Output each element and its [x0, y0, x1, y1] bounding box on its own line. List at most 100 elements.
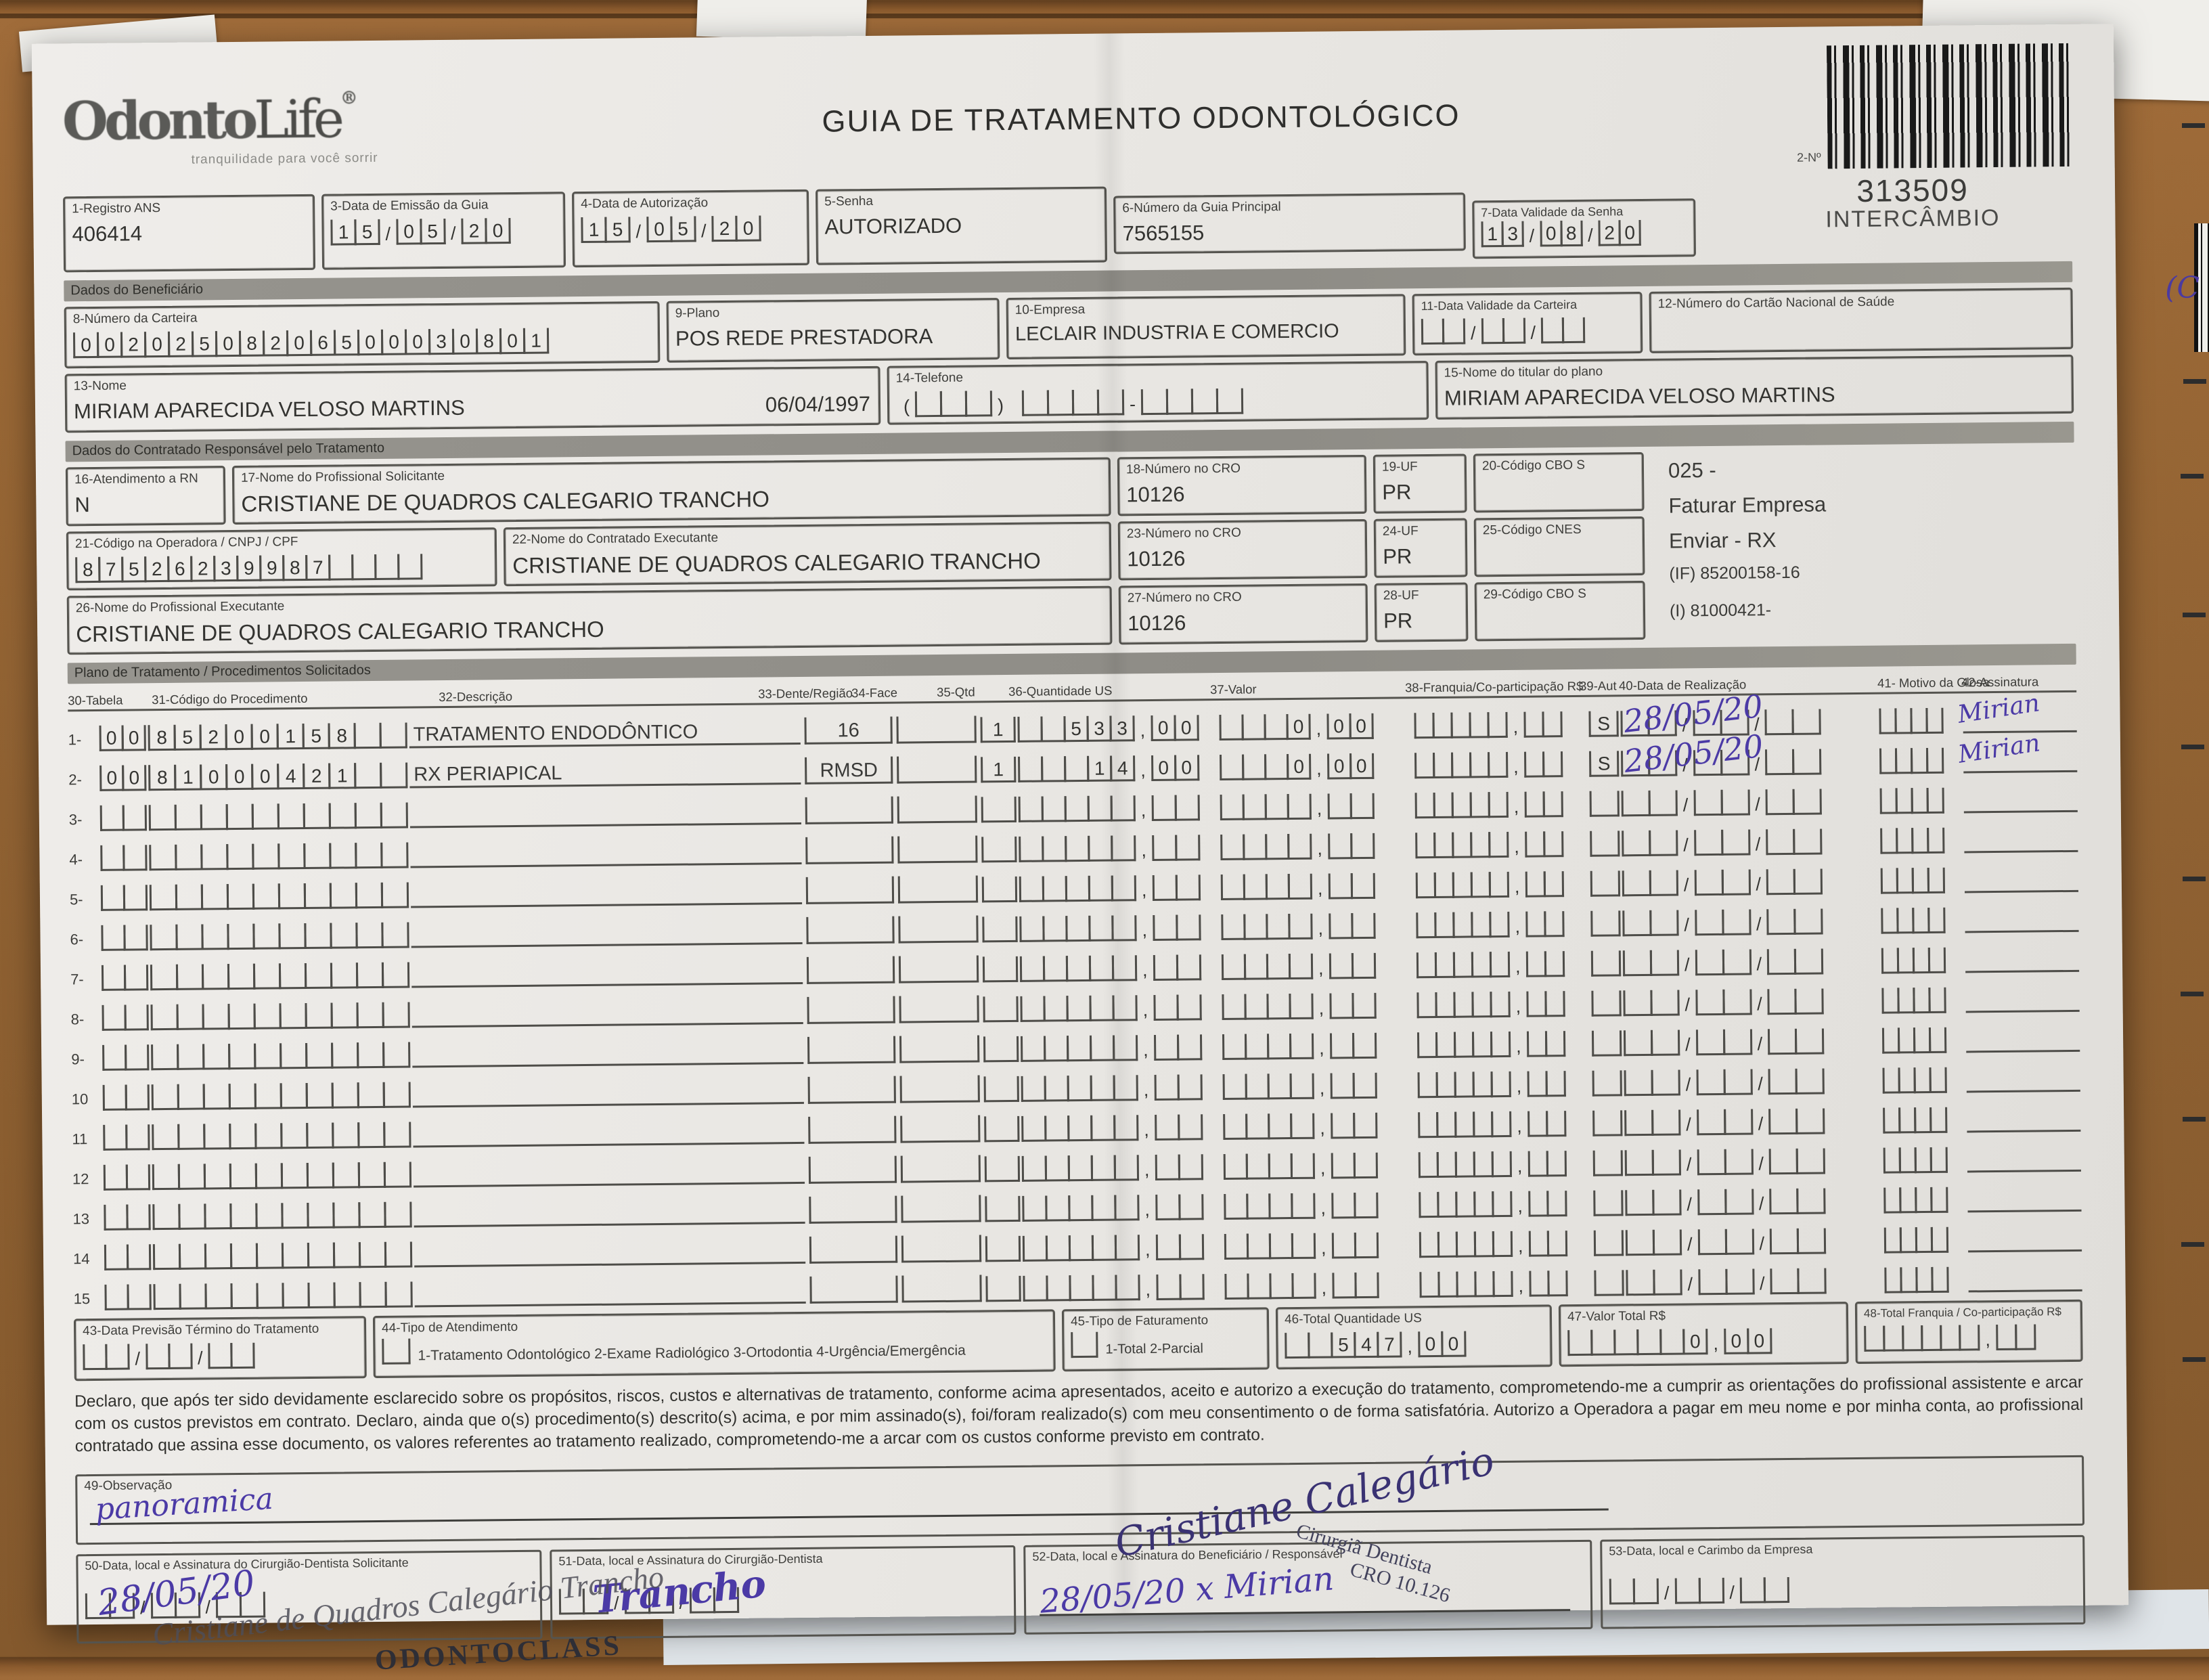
data-realizacao-input[interactable]: / /	[1623, 1028, 1825, 1057]
field-observacao[interactable]: 49-Observação panoramica	[75, 1455, 2085, 1545]
face-input[interactable]	[900, 1115, 981, 1143]
telefone-input[interactable]: () -	[896, 388, 1244, 418]
dente-regiao-input[interactable]	[805, 836, 894, 864]
motivo-glosa-input[interactable]	[1880, 827, 1960, 854]
aut-input[interactable]	[1592, 1110, 1623, 1136]
quantidade-us-input[interactable]: ,	[1021, 1154, 1220, 1182]
assinatura-cell[interactable]	[1965, 904, 2079, 933]
total-franquia-input[interactable]: ,	[1864, 1324, 2036, 1352]
aut-input[interactable]	[1590, 870, 1621, 897]
face-input[interactable]	[897, 755, 977, 784]
face-input[interactable]	[897, 795, 977, 824]
data-realizacao-cell[interactable]: // 28/05/20	[1620, 688, 1875, 740]
aut-input[interactable]	[1591, 990, 1622, 1017]
data-realizacao-input[interactable]: / /	[1624, 1148, 1826, 1176]
data-realizacao-input[interactable]: / /	[1620, 709, 1821, 737]
face-input[interactable]	[901, 1195, 981, 1223]
data-realizacao-input[interactable]: / /	[1622, 948, 1824, 977]
assinatura-cell[interactable]: Mirian	[1957, 729, 2078, 774]
tabela-input[interactable]	[101, 925, 148, 951]
aut-input[interactable]	[1594, 1270, 1624, 1296]
data-realizacao-cell[interactable]: / /	[1623, 988, 1877, 1017]
quantidade-us-input[interactable]: ,	[1020, 1034, 1218, 1062]
franquia-input[interactable]: ,	[1419, 1191, 1589, 1218]
descricao-input[interactable]	[414, 1196, 805, 1228]
dente-regiao-input[interactable]	[806, 916, 895, 944]
face-input[interactable]	[897, 875, 979, 904]
motivo-glosa-input[interactable]	[1879, 787, 1960, 814]
data-realizacao-input[interactable]: / /	[1624, 1108, 1825, 1136]
data-realizacao-cell[interactable]: / /	[1623, 1028, 1878, 1057]
data-realizacao-cell[interactable]: / /	[1625, 1228, 1880, 1256]
assinatura-cell[interactable]	[1965, 1024, 2080, 1053]
descricao-input[interactable]	[413, 1156, 805, 1188]
aut-input[interactable]	[1591, 1030, 1622, 1057]
previsao-termino-input[interactable]: / /	[83, 1342, 255, 1371]
codigo-procedimento-input[interactable]	[152, 1201, 412, 1231]
franquia-input[interactable]: ,	[1416, 911, 1586, 939]
data-realizacao-input[interactable]: / /	[1624, 1068, 1825, 1097]
valor-input[interactable]: ,	[1223, 1112, 1414, 1140]
field-assinatura-beneficiario[interactable]: 52-Data, local e Assinatura do Beneficiá…	[1023, 1539, 1593, 1635]
qtd-input[interactable]	[982, 916, 1018, 943]
aut-input[interactable]	[1592, 1070, 1622, 1097]
dente-regiao-input[interactable]	[809, 1195, 897, 1224]
motivo-glosa-input[interactable]	[1883, 1147, 1963, 1174]
codigo-procedimento-input[interactable]	[152, 1122, 411, 1151]
assinatura-cell[interactable]	[1965, 984, 2080, 1013]
assinatura-cell[interactable]	[1967, 1144, 2081, 1173]
tabela-input[interactable]	[99, 805, 148, 831]
quantidade-us-input[interactable]: ,	[1022, 1234, 1220, 1262]
aut-input[interactable]	[1590, 831, 1620, 857]
tipo-faturamento-checkbox[interactable]	[1071, 1331, 1098, 1358]
tabela-input[interactable]	[101, 965, 149, 991]
data-realizacao-input[interactable]: / /	[1622, 868, 1823, 897]
dente-regiao-input[interactable]	[806, 956, 895, 984]
tabela-input[interactable]	[102, 1084, 150, 1111]
quantidade-us-input[interactable]: ,	[1019, 954, 1218, 982]
valor-input[interactable]: ,	[1224, 1272, 1415, 1300]
qtd-input[interactable]	[982, 956, 1019, 983]
franquia-input[interactable]: ,	[1415, 831, 1586, 859]
data-realizacao-cell[interactable]: / /	[1626, 1268, 1880, 1296]
valor-input[interactable]: ,	[1221, 952, 1412, 981]
dente-regiao-input[interactable]: RMSD	[805, 756, 893, 784]
data-realizacao-input[interactable]: / /	[1625, 1228, 1827, 1256]
valor-input[interactable]: ,	[1222, 1072, 1414, 1100]
valor-input[interactable]: ,	[1224, 1232, 1415, 1260]
assinatura-cell[interactable]	[1964, 824, 2078, 854]
codigo-procedimento-input[interactable]	[150, 922, 409, 951]
motivo-glosa-input[interactable]	[1883, 1107, 1963, 1134]
data-realizacao-cell[interactable]: / /	[1622, 868, 1877, 897]
qtd-input[interactable]	[985, 1195, 1021, 1222]
face-input[interactable]	[899, 995, 979, 1023]
data-realizacao-cell[interactable]: / /	[1625, 1188, 1879, 1216]
data-realizacao-input[interactable]: / /	[1623, 988, 1824, 1017]
motivo-glosa-input[interactable]	[1882, 1067, 1963, 1094]
qtd-input[interactable]	[981, 876, 1018, 903]
descricao-input[interactable]	[410, 877, 803, 908]
motivo-glosa-input[interactable]	[1881, 947, 1961, 974]
quantidade-us-input[interactable]: ,	[1018, 795, 1216, 822]
dente-regiao-input[interactable]	[809, 1235, 898, 1264]
dente-regiao-input[interactable]	[807, 1036, 896, 1064]
tabela-input[interactable]	[100, 885, 148, 911]
quantidade-us-input[interactable]: ,	[1019, 875, 1217, 902]
data-realizacao-cell[interactable]: / /	[1624, 1108, 1879, 1136]
aut-input[interactable]: S	[1588, 711, 1619, 737]
codigo-procedimento-input[interactable]	[151, 1042, 411, 1071]
assinatura-cell[interactable]	[1967, 1104, 2081, 1133]
data-realizacao-input[interactable]: / /	[1625, 1188, 1826, 1216]
data-carimbo-empresa-input[interactable]: / /	[1609, 1576, 1790, 1605]
dente-regiao-input[interactable]	[808, 1115, 897, 1144]
tabela-input[interactable]	[104, 1204, 151, 1231]
assinatura-cell[interactable]	[1965, 944, 2080, 973]
franquia-input[interactable]: ,	[1414, 751, 1585, 779]
